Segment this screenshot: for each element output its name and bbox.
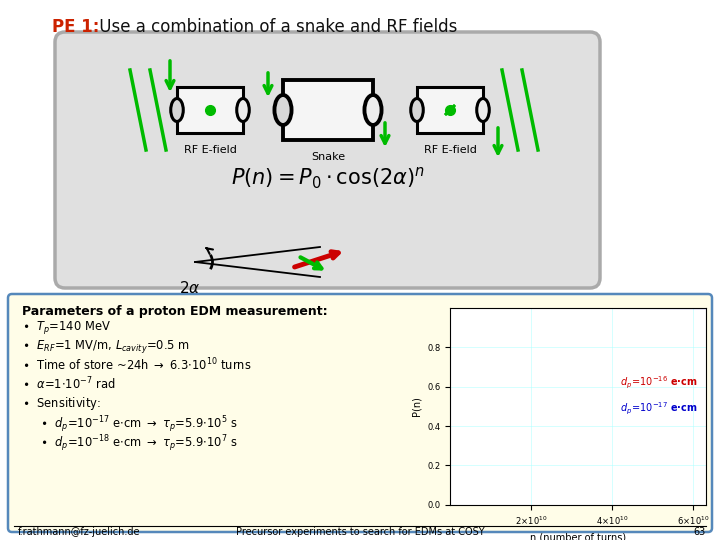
- Ellipse shape: [171, 98, 184, 122]
- Text: Parameters of a proton EDM measurement:: Parameters of a proton EDM measurement:: [22, 305, 328, 318]
- X-axis label: n (number of turns): n (number of turns): [530, 532, 626, 540]
- Text: $d_p\!=\!10^{-16}$ e·cm: $d_p\!=\!10^{-16}$ e·cm: [621, 375, 698, 391]
- Y-axis label: P(n): P(n): [411, 396, 421, 416]
- Text: $\bullet$  Sensitivity:: $\bullet$ Sensitivity:: [22, 395, 101, 412]
- Text: Precursor experiments to search for EDMs at COSY: Precursor experiments to search for EDMs…: [235, 527, 485, 537]
- Bar: [283, 80, 373, 140]
- Text: $\bullet$  $d_p$=10$^{-18}$ e$\cdot$cm $\rightarrow$ $\tau_p$=5.9$\cdot$10$^7$ s: $\bullet$ $d_p$=10$^{-18}$ e$\cdot$cm $\…: [40, 433, 238, 454]
- Text: $\bullet$  Time of store ~24h $\rightarrow$ 6.3$\cdot$10$^{10}$ turns: $\bullet$ Time of store ~24h $\rightarro…: [22, 357, 251, 374]
- Ellipse shape: [364, 95, 382, 125]
- Bar: [417, 87, 483, 133]
- Text: 63: 63: [694, 527, 706, 537]
- FancyBboxPatch shape: [55, 32, 600, 288]
- Text: $\bullet$  $E_{RF}$=1 MV/m, $L_{cavity}$=0.5 m: $\bullet$ $E_{RF}$=1 MV/m, $L_{cavity}$=…: [22, 338, 190, 355]
- Text: Snake: Snake: [311, 152, 345, 162]
- Text: Use a combination of a snake and RF fields: Use a combination of a snake and RF fiel…: [94, 18, 457, 36]
- Text: $\bullet$  $d_p$=10$^{-17}$ e$\cdot$cm $\rightarrow$ $\tau_p$=5.9$\cdot$10$^5$ s: $\bullet$ $d_p$=10$^{-17}$ e$\cdot$cm $\…: [40, 414, 238, 435]
- Text: $\bullet$  $T_p$=140 MeV: $\bullet$ $T_p$=140 MeV: [22, 319, 111, 336]
- Ellipse shape: [274, 95, 292, 125]
- Text: $\bullet$  $\alpha$=1$\cdot$10$^{-7}$ rad: $\bullet$ $\alpha$=1$\cdot$10$^{-7}$ rad: [22, 376, 115, 393]
- Text: RF E-field: RF E-field: [184, 145, 236, 155]
- Ellipse shape: [477, 98, 490, 122]
- Text: PE 1:: PE 1:: [52, 18, 99, 36]
- Text: $2\alpha$: $2\alpha$: [179, 280, 201, 296]
- FancyBboxPatch shape: [8, 294, 712, 532]
- Text: f.rathmann@fz-juelich.de: f.rathmann@fz-juelich.de: [18, 527, 140, 537]
- Ellipse shape: [237, 98, 249, 122]
- Text: RF E-field: RF E-field: [423, 145, 477, 155]
- Ellipse shape: [410, 98, 423, 122]
- Text: $P(n) = P_0 \cdot \cos(2\alpha)^n$: $P(n) = P_0 \cdot \cos(2\alpha)^n$: [231, 165, 425, 191]
- Bar: [177, 87, 243, 133]
- Text: $d_p\!=\!10^{-17}$ e·cm: $d_p\!=\!10^{-17}$ e·cm: [621, 401, 698, 417]
